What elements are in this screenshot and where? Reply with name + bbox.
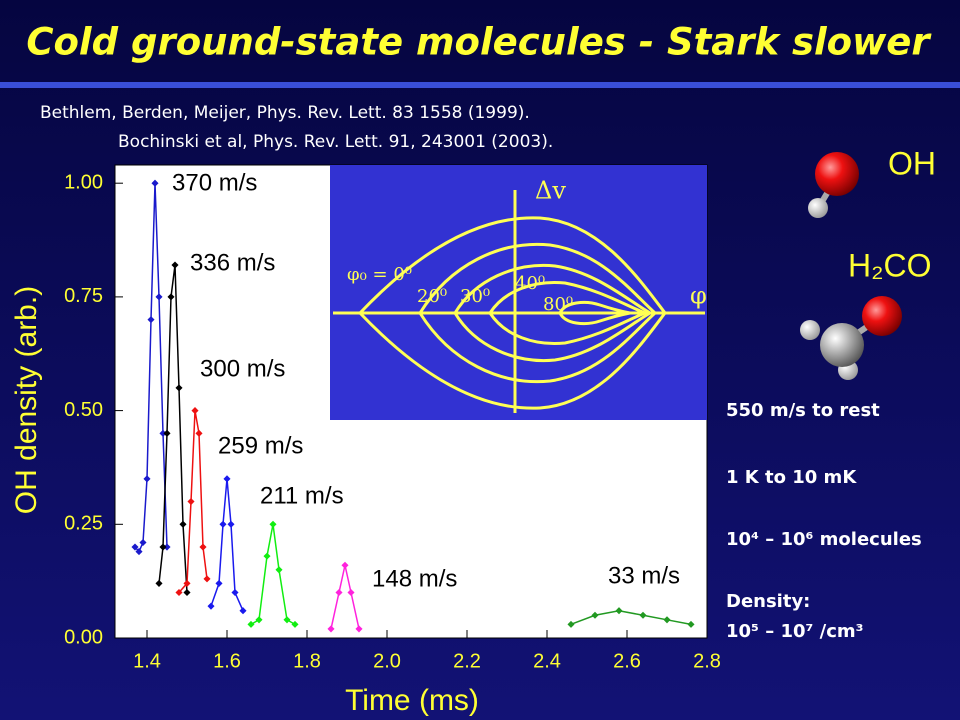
data-point bbox=[159, 429, 167, 437]
data-point bbox=[255, 616, 263, 624]
x-tick-label: 1.4 bbox=[133, 650, 161, 672]
data-point bbox=[341, 561, 349, 569]
series-label: 259 m/s bbox=[218, 432, 303, 459]
data-point bbox=[639, 611, 647, 619]
data-point bbox=[355, 625, 363, 633]
data-point bbox=[139, 538, 147, 547]
data-point bbox=[167, 293, 175, 301]
data-point bbox=[171, 261, 179, 269]
slide-title: Cold ground-state molecules - Stark slow… bbox=[26, 21, 932, 64]
data-point bbox=[175, 384, 183, 392]
inset bbox=[330, 165, 707, 420]
data-point bbox=[179, 520, 187, 528]
title-rule bbox=[0, 82, 960, 88]
x-tick-label: 2.4 bbox=[533, 650, 561, 672]
series-label: 300 m/s bbox=[200, 355, 285, 382]
phase-space-curves bbox=[333, 190, 705, 413]
data-point bbox=[131, 543, 139, 551]
data-point bbox=[195, 429, 203, 437]
data-point bbox=[155, 293, 163, 301]
data-point bbox=[159, 543, 167, 551]
y-tick-label: 0.00 bbox=[64, 626, 103, 648]
data-point bbox=[219, 520, 227, 528]
phase-label: 40⁰ bbox=[515, 273, 545, 294]
inset-axis-label: φ bbox=[690, 282, 707, 310]
citation: Bethlem, Berden, Meijer, Phys. Rev. Lett… bbox=[40, 103, 530, 123]
x-tick-label: 2.2 bbox=[453, 650, 481, 672]
x-tick-label: 1.8 bbox=[293, 650, 321, 672]
y-tick-label: 0.25 bbox=[64, 513, 103, 535]
inset-axis-label: Δv bbox=[535, 177, 566, 205]
data-point bbox=[163, 543, 171, 551]
data-point bbox=[183, 588, 191, 597]
series-line bbox=[570, 609, 692, 626]
data-point bbox=[247, 620, 255, 628]
data-point bbox=[335, 588, 343, 597]
y-tick-label: 0.75 bbox=[64, 285, 103, 307]
data-point bbox=[143, 475, 151, 483]
data-point bbox=[263, 552, 271, 560]
data-point bbox=[187, 498, 195, 506]
phase-label: 30⁰ bbox=[460, 286, 490, 307]
data-point bbox=[231, 588, 239, 597]
data-point bbox=[663, 616, 671, 624]
data-point bbox=[175, 588, 183, 597]
data-point bbox=[269, 520, 277, 528]
oh-molecule bbox=[808, 152, 859, 218]
data-point bbox=[191, 407, 199, 415]
phase-label: 80⁰ bbox=[543, 294, 573, 315]
data-point bbox=[283, 616, 291, 624]
data-point bbox=[591, 611, 599, 619]
note: Density: bbox=[726, 591, 810, 612]
data-point bbox=[151, 179, 159, 187]
data-point bbox=[155, 579, 163, 587]
x-tick-label: 1.6 bbox=[213, 650, 241, 672]
note: 1 K to 10 mK bbox=[726, 467, 857, 488]
x-tick-label: 2.6 bbox=[613, 650, 641, 672]
data-point bbox=[207, 602, 215, 610]
data-point bbox=[135, 548, 143, 556]
phase-label: 20⁰ bbox=[417, 286, 447, 307]
x-axis-title: Time (ms) bbox=[345, 684, 479, 717]
data-point bbox=[227, 520, 235, 528]
h2co-molecule bbox=[800, 296, 902, 380]
y-tick-label: 0.50 bbox=[64, 399, 103, 421]
series-label: 336 m/s bbox=[190, 249, 275, 276]
molecule-label: H₂CO bbox=[848, 247, 932, 283]
data-point bbox=[347, 588, 355, 597]
data-point bbox=[327, 625, 335, 633]
note: 550 m/s to rest bbox=[726, 400, 880, 421]
x-tick-label: 2.8 bbox=[693, 650, 721, 672]
series-label: 211 m/s bbox=[260, 482, 344, 509]
note: 10⁴ – 10⁶ molecules bbox=[726, 529, 922, 550]
data-point bbox=[275, 566, 283, 574]
y-axis-title: OH density (arb.) bbox=[10, 286, 43, 514]
series-label: 33 m/s bbox=[608, 562, 680, 589]
data-point bbox=[223, 475, 231, 483]
y-tick-label: 1.00 bbox=[64, 171, 103, 193]
data-point bbox=[163, 429, 171, 437]
data-point bbox=[687, 620, 695, 628]
series-label: 370 m/s bbox=[172, 169, 257, 196]
data-point bbox=[183, 579, 191, 587]
data-point bbox=[239, 607, 247, 615]
data-point bbox=[147, 316, 155, 324]
x-tick-label: 2.0 bbox=[373, 650, 401, 672]
series-line bbox=[158, 264, 188, 593]
data-point bbox=[199, 543, 207, 551]
molecule-label: OH bbox=[888, 145, 936, 181]
citation: Bochinski et al, Phys. Rev. Lett. 91, 24… bbox=[118, 132, 553, 152]
phase-label: φ₀ = 0⁰ bbox=[347, 264, 412, 285]
note: 10⁵ – 10⁷ /cm³ bbox=[726, 621, 864, 642]
data-point bbox=[203, 575, 211, 583]
data-point bbox=[215, 579, 223, 587]
data-point bbox=[567, 620, 575, 628]
series-label: 148 m/s bbox=[372, 565, 457, 592]
data-point bbox=[291, 620, 299, 628]
data-point bbox=[615, 607, 623, 615]
